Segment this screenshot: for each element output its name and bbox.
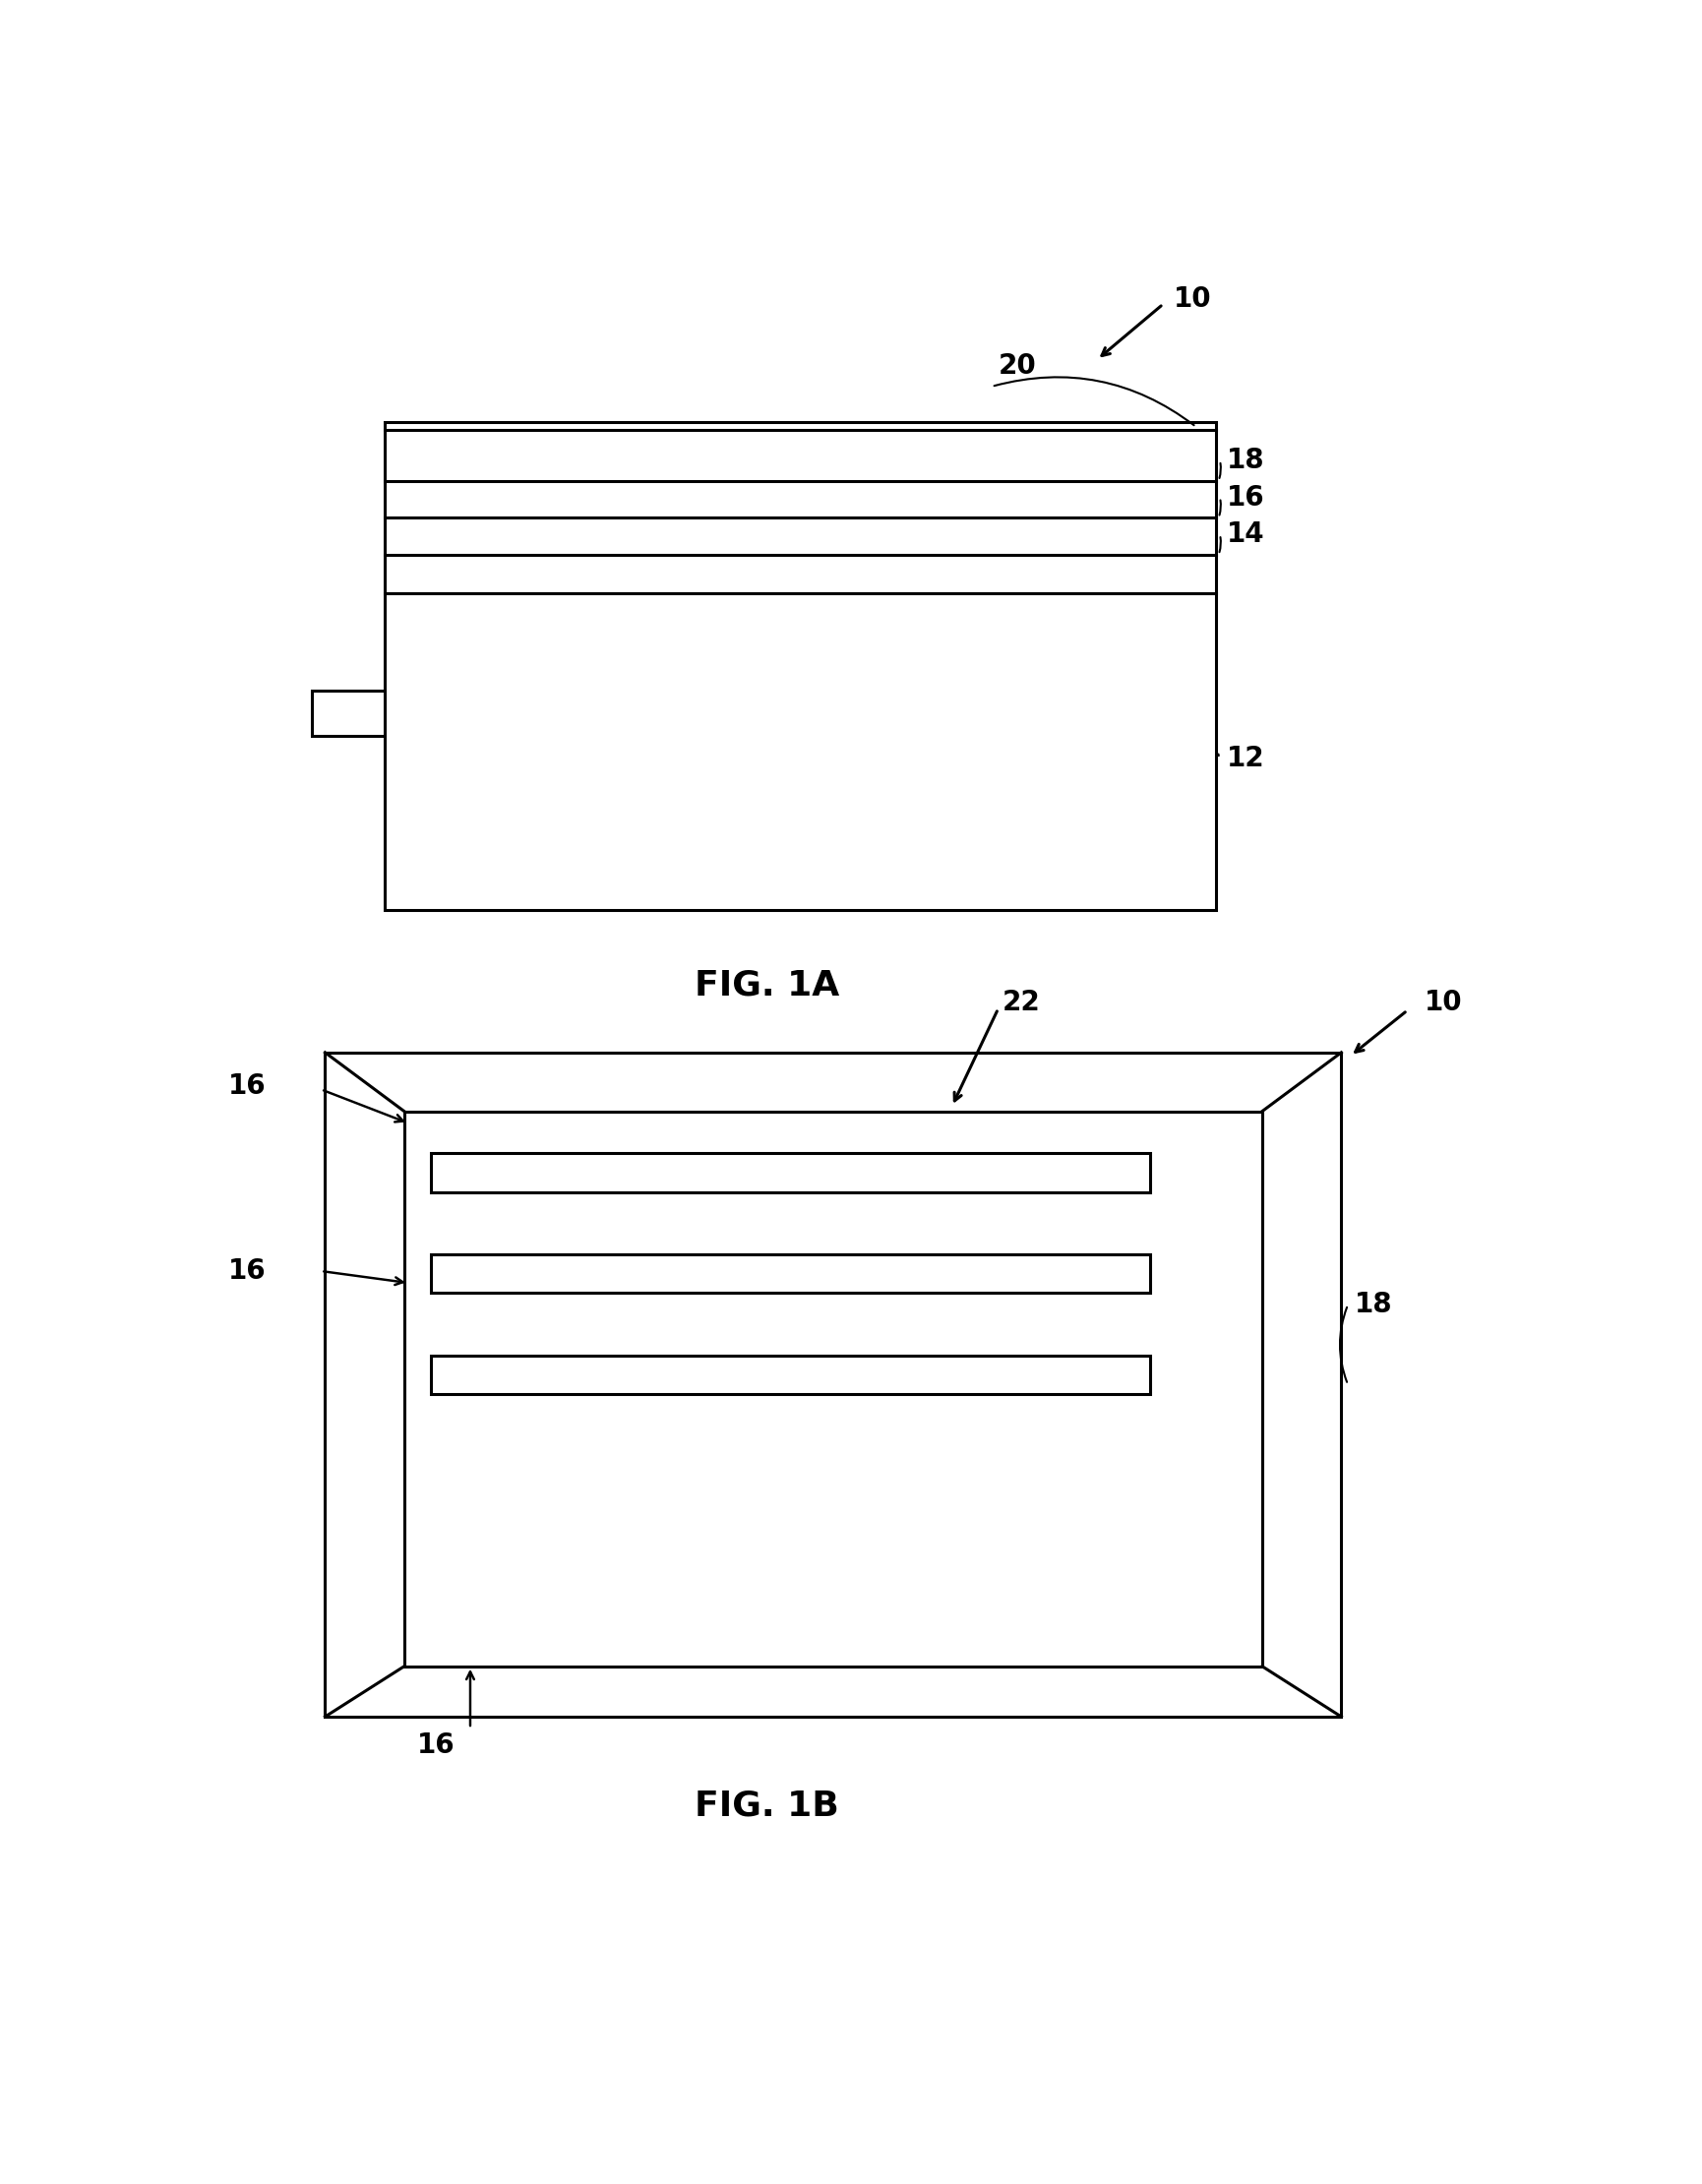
Text: 12: 12	[1225, 745, 1265, 771]
Text: FIG. 1B: FIG. 1B	[694, 1789, 839, 1824]
Text: 16: 16	[228, 1258, 266, 1284]
Text: 16: 16	[417, 1732, 454, 1758]
Text: 16: 16	[228, 1072, 266, 1101]
Bar	[431, 1153, 1149, 1192]
Bar	[403, 1112, 1261, 1666]
Text: 18: 18	[1225, 448, 1265, 474]
Text: 10: 10	[1173, 286, 1212, 312]
Bar	[325, 1053, 1341, 1717]
Text: 22: 22	[1001, 987, 1040, 1016]
Text: 20: 20	[997, 352, 1037, 380]
Text: 10: 10	[1423, 987, 1462, 1016]
Text: FIG. 1A: FIG. 1A	[694, 968, 839, 1002]
Bar	[311, 690, 385, 736]
Bar	[385, 422, 1215, 909]
Text: 16: 16	[1225, 483, 1265, 511]
Text: 14: 14	[1225, 520, 1265, 548]
Bar	[431, 1354, 1149, 1393]
Bar	[431, 1254, 1149, 1293]
Text: 18: 18	[1353, 1291, 1392, 1319]
